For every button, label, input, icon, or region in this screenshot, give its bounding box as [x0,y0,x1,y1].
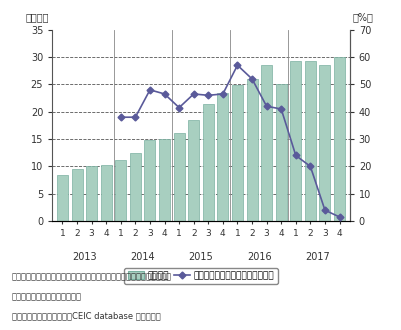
Bar [261,65,271,221]
Bar [290,61,300,221]
Bar [173,133,184,221]
Text: 2017: 2017 [304,252,329,262]
Text: 2014: 2014 [130,252,155,262]
Text: 備考：銀行を経由しないシャドーバンキングも存在するので、本数値は: 備考：銀行を経由しないシャドーバンキングも存在するので、本数値は [12,272,172,281]
Bar [217,93,228,221]
Bar [319,65,330,221]
Bar [101,165,111,221]
Text: 2016: 2016 [246,252,271,262]
Text: （兆元）: （兆元） [26,12,49,22]
Text: シャドーバンキングの内数。: シャドーバンキングの内数。 [12,292,82,301]
Bar [57,175,68,221]
Bar [115,160,126,221]
Bar [275,84,286,221]
Bar [130,153,140,221]
Bar [333,57,344,221]
Bar [159,139,170,221]
Text: 資料：中国中央結算公司、CEIC database から作成。: 資料：中国中央結算公司、CEIC database から作成。 [12,312,160,321]
Bar [71,169,82,221]
Legend: 理財商品, 伸び率（前年同期比／右目盛り）: 理財商品, 伸び率（前年同期比／右目盛り） [124,268,277,284]
Bar [188,120,198,221]
Bar [203,104,213,221]
Bar [246,79,257,221]
Bar [304,61,315,221]
Bar [144,140,155,221]
Bar [86,166,97,221]
Text: （%）: （%） [352,12,373,22]
Text: 2015: 2015 [188,252,213,262]
Bar [231,85,242,221]
Text: 2013: 2013 [72,252,96,262]
